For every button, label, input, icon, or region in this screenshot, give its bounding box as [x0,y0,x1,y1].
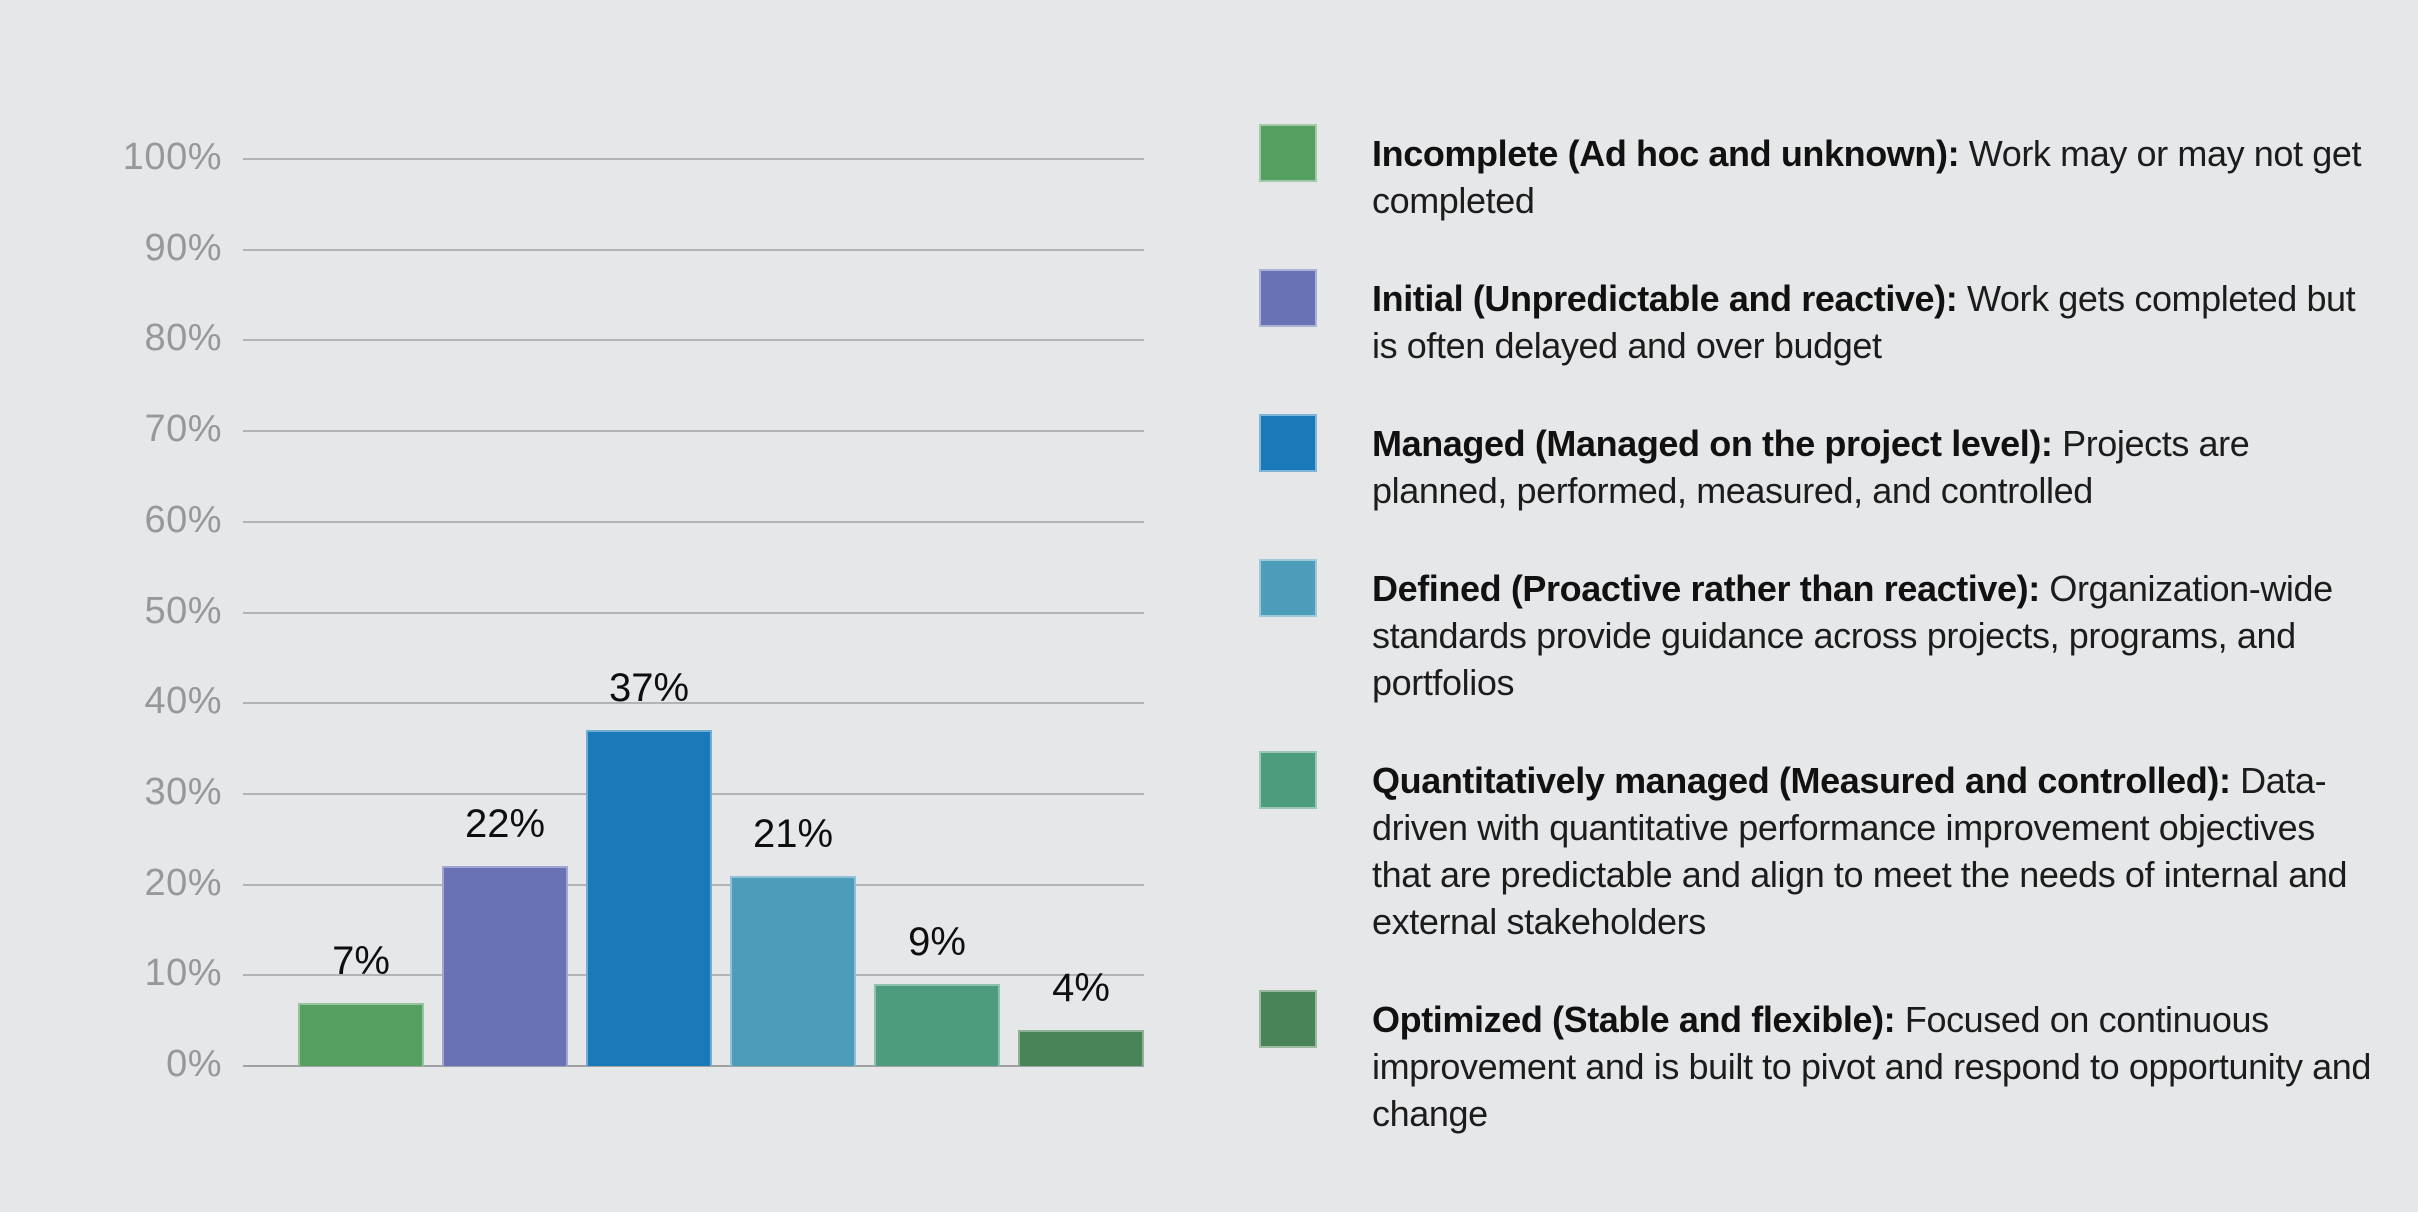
y-tick-label-0: 0% [166,1042,222,1085]
legend-swatch-icon [1259,559,1317,617]
gridline-80 [243,339,1144,342]
bar-value-label: 7% [332,939,390,983]
y-tick-label-90: 90% [144,226,222,269]
legend-item-text: Defined (Proactive rather than reactive)… [1372,565,2372,706]
legend-item-description: Focused on continuous improvement and is… [1372,999,2372,1134]
legend-swatch-icon [1259,751,1317,809]
legend-swatch-icon [1259,414,1317,472]
legend-item-description: Projects are planned, performed, measure… [1372,423,2250,511]
legend-swatch-icon [1259,269,1317,327]
legend-item-title: Optimized (Stable and flexible): [1372,999,1896,1040]
legend-item-6: Optimized (Stable and flexible): Focused… [1259,990,2379,1137]
legend-item-title: Defined (Proactive rather than reactive)… [1372,568,2040,609]
gridline-50 [243,611,1144,614]
y-tick-label-20: 20% [144,861,222,904]
legend-swatch-icon [1259,124,1317,182]
bar-value-label: 37% [608,666,690,710]
gridline-40 [243,702,1144,705]
legend-swatch-icon [1259,990,1317,1048]
y-tick-label-40: 40% [144,679,222,722]
legend-item-5: Quantitatively managed (Measured and con… [1259,751,2379,945]
legend-item-description: Work may or may not get completed [1372,133,2362,221]
y-tick-label-100: 100% [122,135,222,178]
legend-item-description: Work gets completed but is often delayed… [1372,278,2356,366]
bar-quantitatively-managed: 9% [874,920,1000,1066]
bar-incomplete: 7% [298,939,424,1066]
bar-initial: 22% [442,802,568,1066]
y-tick-label-30: 30% [144,770,222,813]
legend-item-text: Initial (Unpredictable and reactive): Wo… [1372,275,2372,369]
legend-item-title: Quantitatively managed (Measured and con… [1372,760,2231,801]
legend-item-title: Incomplete (Ad hoc and unknown): [1372,133,1960,174]
gridline-60 [243,520,1144,523]
y-tick-label-60: 60% [144,498,222,541]
gridline-0 [243,1065,1144,1067]
legend-item-text: Incomplete (Ad hoc and unknown): Work ma… [1372,130,2372,224]
legend-item-4: Defined (Proactive rather than reactive)… [1259,559,2379,706]
plot-area: 0% 10% 20% 30% 40% 50% 60% 70% 80% 90% 100% 7% 22% 37… [123,136,1144,1085]
legend-item-title: Managed (Managed on the project level): [1372,423,2053,464]
legend-item-1: Incomplete (Ad hoc and unknown): Work ma… [1259,124,2379,224]
bar-value-label: 22% [464,802,546,846]
y-tick-label-50: 50% [144,589,222,632]
legend-item-3: Managed (Managed on the project level): … [1259,414,2379,514]
gridline-100 [243,158,1144,160]
legend-item-2: Initial (Unpredictable and reactive): Wo… [1259,269,2379,369]
legend-item-text: Optimized (Stable and flexible): Focused… [1372,996,2372,1137]
legend-item-description: Data-driven with quantitative performanc… [1372,760,2348,942]
legend-item-description: Organization-wide standards provide guid… [1372,568,2333,703]
y-tick-label-70: 70% [144,407,222,450]
bar-managed: 37% [586,666,712,1066]
legend: Incomplete (Ad hoc and unknown): Work ma… [1259,124,2379,1137]
legend-item-title: Initial (Unpredictable and reactive): [1372,278,1958,319]
gridline-90 [243,248,1144,251]
y-tick-label-80: 80% [144,317,222,360]
bar-value-label: 4% [1052,966,1110,1010]
bar-optimized: 4% [1018,966,1144,1066]
bar-value-label: 9% [908,920,966,964]
legend-item-text: Managed (Managed on the project level): … [1372,420,2372,514]
gridline-70 [243,430,1144,433]
legend-item-text: Quantitatively managed (Measured and con… [1372,757,2372,945]
y-tick-label-10: 10% [144,952,222,995]
bar-value-label: 21% [752,812,834,856]
bar-defined: 21% [730,812,856,1066]
bars-group: 7% 22% 37% 21% 9% 4% [298,159,1144,1066]
